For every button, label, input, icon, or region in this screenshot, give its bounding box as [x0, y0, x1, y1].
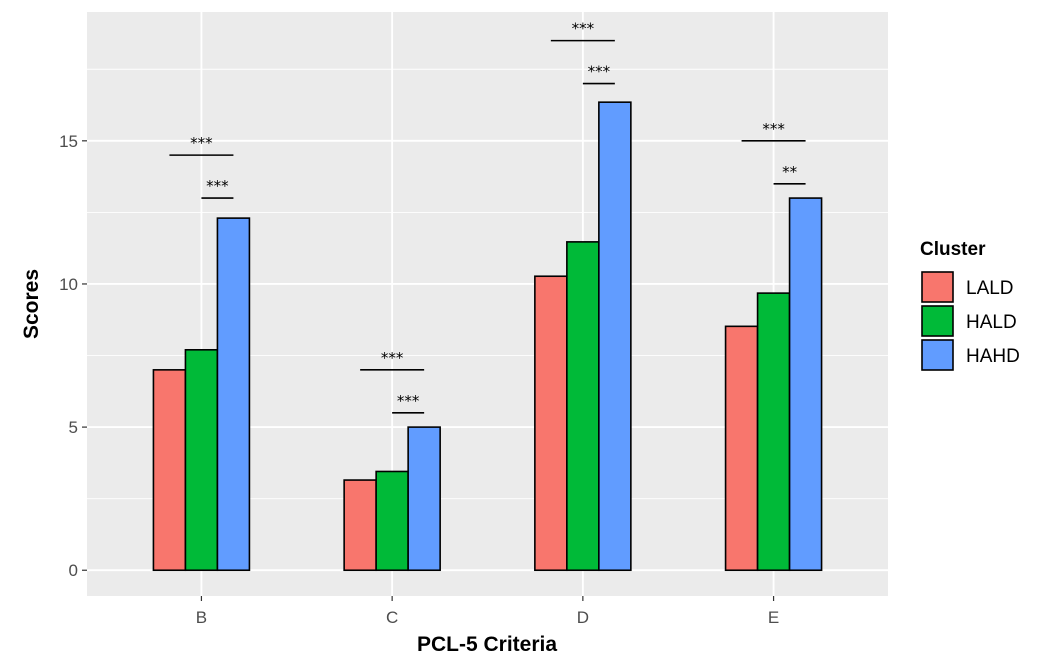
x-tick-label: B: [196, 608, 207, 627]
legend-key-hahd: [921, 339, 954, 371]
bar-lald-d: [534, 275, 568, 572]
bar-lald-b: [152, 369, 187, 572]
significance-label: ***: [381, 349, 404, 367]
y-axis: 0 5 10 15: [59, 132, 87, 580]
legend-key-hald: [921, 305, 954, 337]
y-tick-label: 0: [69, 561, 78, 580]
significance-annotations: ***********************: [169, 20, 806, 414]
significance-label: ***: [206, 177, 229, 195]
bar-hald-e: [756, 292, 791, 572]
bar-hahd-e: [788, 197, 823, 572]
legend-title: Cluster: [920, 239, 986, 260]
legend: Cluster LALD HALD HAHD: [920, 239, 1020, 371]
y-tick-label: 5: [69, 418, 78, 437]
bar-hahd-b: [216, 217, 251, 572]
legend-label-hahd: HAHD: [966, 346, 1020, 367]
bar-lald-e: [724, 325, 759, 572]
bar-lald-c: [343, 479, 377, 572]
x-axis-title: PCL-5 Criteria: [417, 633, 557, 656]
bar-hald-c: [375, 470, 409, 572]
legend-label-hald: HALD: [966, 312, 1017, 333]
bar-hald-b: [184, 349, 219, 572]
significance-label: ***: [397, 392, 420, 410]
y-tick-label: 10: [59, 275, 78, 294]
significance-label: ***: [572, 20, 595, 38]
legend-key-lald: [921, 271, 954, 303]
x-tick-label: E: [768, 608, 779, 627]
x-axis: B C D E: [196, 596, 779, 627]
legend-label-lald: LALD: [966, 278, 1014, 299]
significance-label: ***: [588, 63, 611, 81]
bars: [152, 101, 823, 572]
x-tick-label: D: [577, 608, 589, 627]
y-axis-title: Scores: [20, 269, 43, 339]
significance-label: ***: [190, 134, 213, 152]
significance-label: **: [782, 163, 798, 181]
significance-label: ***: [762, 120, 785, 138]
bar-hahd-c: [407, 426, 441, 572]
y-tick-label: 15: [59, 132, 78, 151]
x-tick-label: C: [386, 608, 398, 627]
bar-hahd-d: [598, 101, 632, 572]
bar-hald-d: [566, 241, 600, 572]
